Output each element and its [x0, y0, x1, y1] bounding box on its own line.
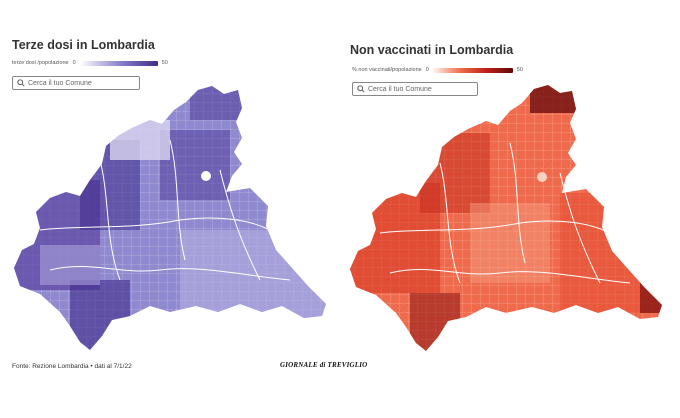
- search-icon: [357, 85, 365, 93]
- left-legend-min: 0: [72, 60, 76, 66]
- left-lombardy-map[interactable]: [10, 80, 350, 355]
- left-legend-label: terze dosi /popolazione: [12, 60, 69, 66]
- right-lombardy-map[interactable]: [350, 83, 680, 358]
- right-legend-gradient: [432, 67, 513, 73]
- left-legend-max: 50: [161, 60, 168, 66]
- right-search-input[interactable]: Cerca il tuo Comune: [352, 82, 478, 96]
- right-map-title: Non vaccinati in Lombardia: [350, 43, 514, 57]
- right-legend-min: 0: [425, 67, 429, 73]
- right-panel: Non vaccinati in Lombardia % non vaccina…: [340, 0, 680, 418]
- newspaper-logo: GIORNALE di TREVIGLIO: [280, 361, 368, 369]
- right-legend: % non vaccinati/popolazione 0 50: [352, 67, 523, 73]
- right-search-placeholder: Cerca il tuo Comune: [368, 85, 432, 93]
- right-legend-label: % non vaccinati/popolazione: [352, 67, 422, 73]
- left-panel: Terze dosi in Lombardia terze dosi /popo…: [12, 38, 367, 370]
- left-legend-gradient: [79, 60, 158, 66]
- left-search-placeholder: Cerca il tuo Comune: [28, 79, 92, 87]
- source-note: Fonte: Rezione Lombardia • dati al 7/1/2…: [12, 363, 132, 370]
- left-map-title: Terze dosi in Lombardia: [12, 38, 155, 52]
- search-icon: [17, 79, 25, 87]
- right-legend-max: 50: [516, 67, 523, 73]
- left-search-input[interactable]: Cerca il tuo Comune: [12, 76, 140, 90]
- left-legend: terze dosi /popolazione 0 50: [12, 60, 168, 66]
